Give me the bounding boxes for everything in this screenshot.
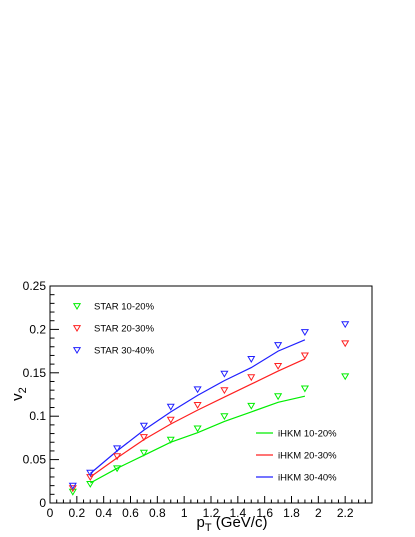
legend-marker-star-10-20 bbox=[72, 303, 82, 310]
marker-star-30-40 bbox=[300, 329, 309, 336]
x-tick-label: 0 bbox=[47, 506, 54, 520]
marker-star-10-20 bbox=[193, 425, 202, 433]
x-axis-title-main: p bbox=[197, 514, 205, 531]
marker-star-20-30 bbox=[274, 363, 283, 370]
marker-star-20-30 bbox=[86, 474, 95, 481]
marker-star-20-30 bbox=[113, 453, 122, 461]
x-tick-label: 0.8 bbox=[149, 506, 166, 520]
marker-star-30-40 bbox=[220, 370, 229, 378]
x-axis-title-unit: (GeV/c) bbox=[212, 514, 268, 531]
marker-star-30-40 bbox=[113, 445, 122, 453]
legend-label-star-30-40: STAR 30-40% bbox=[94, 346, 155, 357]
legend-label-ihkm-10-20: iHKM 10-20% bbox=[278, 429, 337, 440]
legend-label-ihkm-20-30: iHKM 20-30% bbox=[278, 451, 337, 462]
marker-star-10-20 bbox=[300, 385, 309, 393]
line-ihkm-20-30 bbox=[89, 358, 306, 478]
y-axis-title-main: v bbox=[9, 393, 26, 401]
axes: 0 0.2 0.4 0.6 0.8 1 1.2 1.4 1.6 1.8 2 2.2 0 0.05 0.1 0.… bbox=[23, 279, 373, 520]
x-tick-label: 1.6 bbox=[256, 506, 273, 520]
y-tick-label: 0.25 bbox=[23, 279, 47, 293]
marker-star-10-20 bbox=[139, 449, 148, 457]
x-tick-label: 0.4 bbox=[95, 506, 112, 520]
x-tick-label: 1.2 bbox=[203, 506, 220, 520]
plot-frame bbox=[49, 285, 373, 504]
marker-star-30-40 bbox=[274, 342, 283, 350]
marker-star-30-40 bbox=[166, 403, 175, 411]
x-tick-label: 1 bbox=[181, 506, 188, 520]
legend-label-star-10-20: STAR 10-20% bbox=[94, 302, 155, 313]
marker-star-20-30 bbox=[220, 387, 229, 395]
marker-star-30-40 bbox=[193, 386, 202, 394]
marker-star-10-20 bbox=[220, 413, 229, 421]
y-tick-label: 0.05 bbox=[23, 453, 47, 467]
line-ihkm-10-20 bbox=[90, 395, 306, 484]
marker-star-10-20 bbox=[247, 402, 256, 410]
y-tick-label: 0.15 bbox=[23, 366, 47, 380]
marker-star-10-20 bbox=[86, 481, 95, 488]
y-tick-label: 0.2 bbox=[29, 322, 46, 336]
marker-star-30-40 bbox=[341, 321, 350, 329]
model-lines bbox=[89, 339, 306, 484]
marker-star-10-20 bbox=[166, 436, 175, 444]
marker-star-30-40 bbox=[86, 469, 95, 477]
x-tick-label: 1.4 bbox=[229, 506, 246, 520]
marker-star-20-30 bbox=[139, 434, 148, 442]
x-tick-label: 0.2 bbox=[68, 506, 85, 520]
y-tick-label: 0 bbox=[39, 496, 46, 510]
y-tick-label: 0.1 bbox=[29, 409, 46, 423]
x-tick-label: 2.2 bbox=[337, 506, 354, 520]
y-axis-title-sub: 2 bbox=[17, 387, 29, 393]
marker-star-30-40 bbox=[247, 356, 256, 364]
marker-star-30-40 bbox=[139, 422, 148, 430]
marker-star-20-30 bbox=[166, 416, 175, 424]
x-tick-label: 0.6 bbox=[122, 506, 139, 520]
marker-star-10-20 bbox=[274, 393, 283, 401]
marker-star-10-20 bbox=[113, 465, 122, 473]
legend-marker-star-20-30 bbox=[72, 325, 82, 332]
legends: STAR 10-20% STAR 20-30% STAR 30-40% iHKM 10… bbox=[72, 302, 337, 484]
y-axis-title: v2 bbox=[9, 387, 29, 401]
x-axis-title: pT (GeV/c) bbox=[197, 514, 268, 534]
legend-label-star-20-30: STAR 20-30% bbox=[94, 324, 155, 335]
legend-marker-star-30-40 bbox=[72, 347, 82, 354]
data-markers bbox=[68, 321, 350, 496]
marker-star-20-30 bbox=[341, 340, 350, 348]
line-ihkm-30-40 bbox=[89, 339, 306, 474]
marker-star-20-30 bbox=[300, 352, 309, 360]
x-tick-label: 1.8 bbox=[283, 506, 300, 520]
x-tick-label: 2 bbox=[315, 506, 322, 520]
legend-label-ihkm-30-40: iHKM 30-40% bbox=[278, 473, 337, 484]
marker-star-20-30 bbox=[68, 485, 77, 493]
marker-star-30-40 bbox=[68, 482, 77, 490]
marker-star-20-30 bbox=[193, 402, 202, 409]
marker-star-10-20 bbox=[341, 373, 350, 381]
marker-star-20-30 bbox=[247, 374, 256, 382]
x-axis-title-sub: T bbox=[205, 522, 212, 534]
